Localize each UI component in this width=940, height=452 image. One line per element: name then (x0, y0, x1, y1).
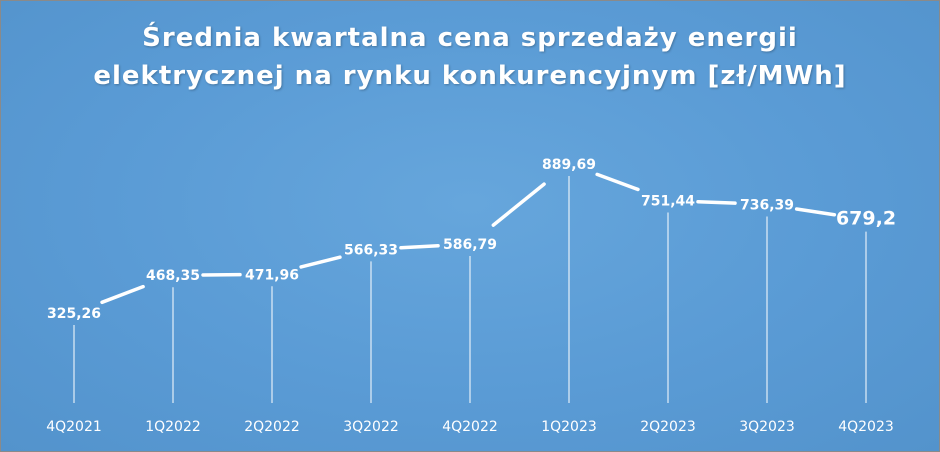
x-tick-label-3q2022: 3Q2022 (343, 419, 399, 435)
x-tick-label-4q2022: 4Q2022 (442, 419, 498, 435)
series-segment-1 (100, 284, 145, 305)
x-tick-label-1q2022: 1Q2022 (145, 419, 201, 435)
x-tick-label-1q2023: 1Q2023 (541, 419, 597, 435)
chart-title-line-1: Średnia kwartalna cena sprzedaży energii (142, 23, 798, 53)
chart-title: Średnia kwartalna cena sprzedaży energii… (1, 19, 939, 95)
data-label-1q2022: 468,35 (146, 268, 200, 284)
chart-title-line-2: elektrycznej na rynku konkurencyjnym [zł… (93, 61, 847, 91)
series-segment-7 (696, 199, 737, 205)
x-tick-label-2q2023: 2Q2023 (640, 419, 696, 435)
x-tick-label-4q2021: 4Q2021 (46, 419, 102, 435)
data-label-4q2023: 679,2 (836, 208, 896, 230)
x-tick-label-2q2022: 2Q2022 (244, 419, 300, 435)
data-label-4q2022: 586,79 (443, 237, 497, 253)
data-label-1q2023: 889,69 (542, 157, 596, 173)
series-segment-3 (299, 255, 342, 269)
series-segment-6 (595, 172, 640, 192)
series-segment-5 (491, 182, 546, 227)
data-label-3q2022: 566,33 (344, 242, 398, 258)
data-label-4q2021: 325,26 (47, 306, 101, 322)
data-label-3q2023: 736,39 (740, 197, 794, 213)
data-label-2q2022: 471,96 (245, 267, 299, 283)
x-tick-label-3q2023: 3Q2023 (739, 419, 795, 435)
x-tick-label-4q2023: 4Q2023 (838, 419, 894, 435)
series-segment-8 (794, 207, 837, 217)
series-segment-4 (399, 243, 440, 250)
data-label-2q2023: 751,44 (641, 193, 695, 209)
